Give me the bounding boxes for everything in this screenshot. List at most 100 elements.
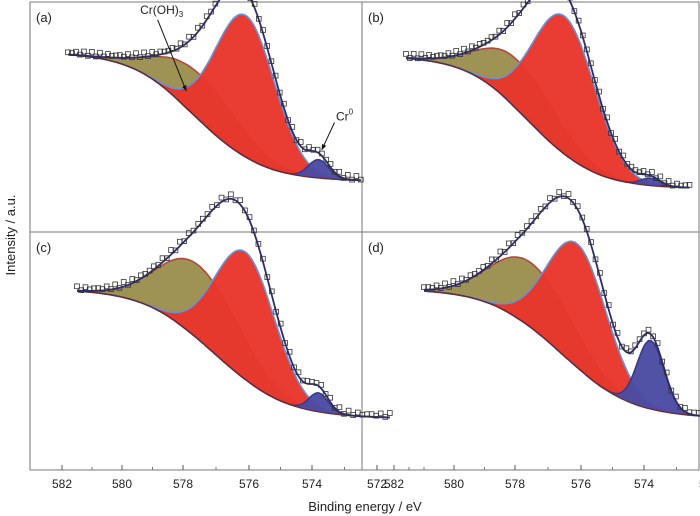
- panel-label: (d): [368, 240, 384, 255]
- data-point: [414, 55, 421, 62]
- data-point: [454, 281, 461, 287]
- data-point: [142, 270, 149, 277]
- data-point: [141, 49, 147, 56]
- data-point: [422, 55, 429, 61]
- data-point: [512, 11, 518, 18]
- data-point: [286, 348, 293, 355]
- data-point: [484, 262, 491, 269]
- data-point: [492, 33, 499, 40]
- data-point: [641, 330, 647, 337]
- data-point: [636, 336, 643, 342]
- data-point: [592, 77, 598, 83]
- data-point: [580, 32, 586, 39]
- data-point: [93, 53, 99, 60]
- envelope-line: [406, 0, 690, 189]
- data-point: [353, 173, 360, 179]
- data-point: [151, 263, 157, 270]
- data-point: [310, 146, 317, 153]
- data-point: [129, 54, 135, 61]
- panel-label: (a): [36, 10, 52, 25]
- data-point: [600, 106, 606, 112]
- peak-area-cr2o3: [68, 14, 361, 181]
- data-point: [508, 20, 514, 26]
- x-tick-label: 576: [571, 477, 591, 491]
- data-point: [614, 330, 621, 336]
- data-point: [251, 1, 258, 7]
- data-point: [218, 194, 225, 201]
- data-point: [203, 13, 210, 20]
- data-point: [172, 247, 179, 254]
- data-point: [542, 203, 549, 210]
- data-point: [77, 51, 83, 58]
- data-point: [85, 53, 91, 59]
- panels-group: (a)Cr(OH)3Cr2O3Cr0(b)(c)(d): [29, 0, 700, 471]
- panel-b: (b): [368, 0, 693, 189]
- data-point: [382, 414, 389, 420]
- data-point: [95, 285, 102, 291]
- data-point: [556, 189, 562, 195]
- data-point: [657, 173, 664, 180]
- data-point: [570, 199, 576, 205]
- data-point: [228, 191, 234, 198]
- data-point: [574, 203, 581, 210]
- data-point: [484, 37, 491, 44]
- data-point: [653, 175, 659, 182]
- data-point: [469, 43, 475, 50]
- data-point: [650, 333, 656, 340]
- data-point: [86, 286, 93, 293]
- data-point: [108, 286, 114, 292]
- data-point: [145, 53, 151, 59]
- data-point: [645, 326, 652, 333]
- data-point: [268, 58, 275, 64]
- peak-area-cr2o3: [406, 14, 690, 188]
- x-axis: 582580578576574572582580578576574572: [52, 465, 700, 491]
- data-point: [654, 340, 661, 346]
- data-point: [285, 117, 291, 123]
- data-point: [199, 22, 206, 29]
- data-point: [113, 52, 119, 59]
- data-point: [640, 168, 647, 174]
- data-point: [620, 152, 627, 159]
- data-point: [268, 288, 275, 295]
- data-point: [510, 240, 516, 247]
- data-point: [668, 387, 675, 394]
- data-point: [421, 284, 427, 290]
- data-point: [318, 382, 324, 388]
- panel-d: (d): [368, 189, 700, 417]
- data-point: [516, 10, 522, 16]
- x-tick-label: 572: [367, 477, 387, 491]
- y-axis-label: Intensity / a.u.: [3, 195, 18, 276]
- data-point: [533, 213, 539, 220]
- x-tick-label: 572: [699, 477, 700, 491]
- data-point: [89, 49, 95, 55]
- data-point: [74, 283, 80, 290]
- data-point: [138, 272, 144, 279]
- data-point: [623, 345, 630, 351]
- data-point: [190, 227, 197, 234]
- data-point: [340, 175, 347, 181]
- plot-frame: [29, 1, 700, 471]
- data-point: [163, 255, 170, 262]
- annotation-arrowhead: [321, 144, 327, 150]
- data-point: [565, 191, 572, 197]
- data-point: [289, 124, 296, 130]
- data-point: [341, 410, 347, 417]
- data-point: [457, 51, 463, 57]
- data-point: [223, 196, 230, 203]
- data-point: [673, 393, 679, 400]
- data-point: [501, 249, 508, 255]
- data-point: [327, 394, 333, 401]
- data-point: [506, 240, 512, 247]
- data-point: [632, 342, 638, 349]
- peak-area-cr0: [424, 291, 700, 416]
- data-point: [496, 27, 503, 34]
- annotation-arrowhead: [182, 85, 187, 92]
- data-point: [403, 51, 409, 57]
- data-point: [493, 256, 499, 263]
- data-point: [610, 321, 616, 328]
- data-point: [410, 51, 417, 57]
- data-point: [344, 171, 351, 178]
- data-point: [273, 308, 279, 315]
- annotation-arrow: [157, 19, 187, 92]
- data-point: [579, 214, 586, 221]
